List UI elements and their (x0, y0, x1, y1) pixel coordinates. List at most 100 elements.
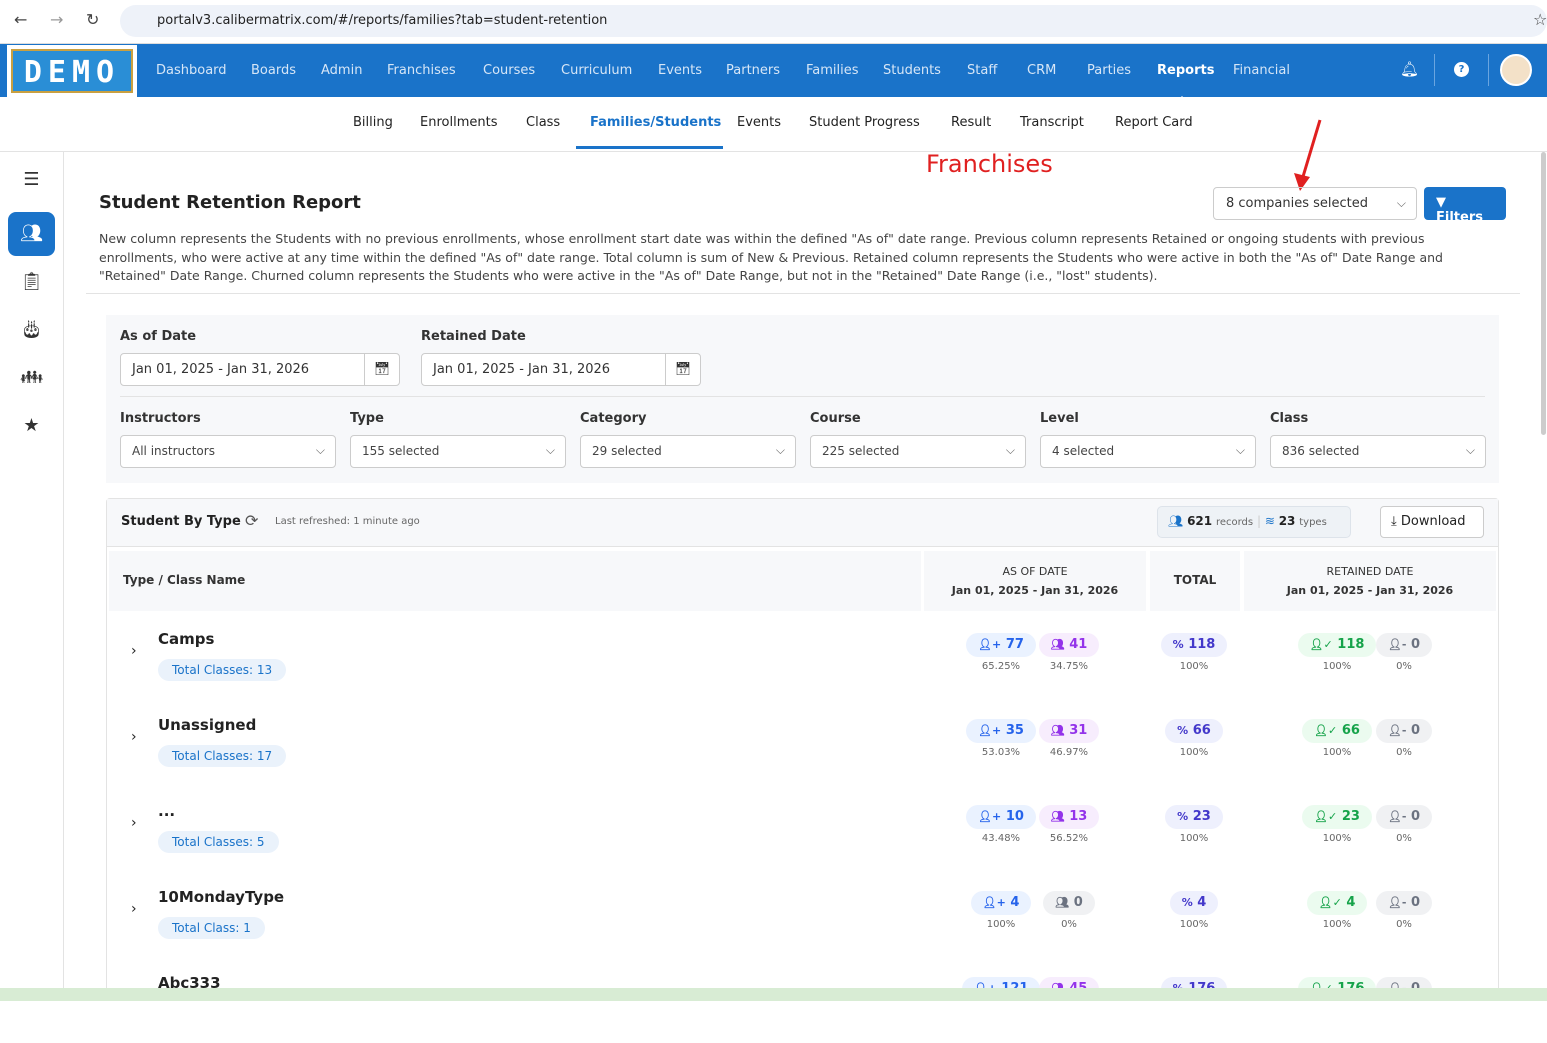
previous-pill[interactable]: 👥︎ 41 (1038, 633, 1100, 657)
nav-parties[interactable]: Parties (1087, 63, 1132, 78)
scrollbar[interactable] (1541, 152, 1546, 435)
refresh-icon[interactable]: ⟳ (245, 511, 259, 530)
page-title: Student Retention Report (99, 192, 361, 213)
total-pill[interactable]: % 4 (1169, 891, 1219, 915)
address-bar[interactable]: portalv3.calibermatrix.com/#/reports/fam… (120, 5, 1547, 37)
reload-icon[interactable]: ↻ (86, 10, 100, 29)
previous-pill[interactable]: 👥︎ 13 (1038, 805, 1100, 829)
expand-chevron-icon[interactable]: › (131, 901, 137, 917)
back-icon[interactable]: ← (14, 10, 28, 29)
nav-boards[interactable]: Boards (251, 63, 296, 78)
retained-pill[interactable]: 👤✓ 66 (1302, 719, 1372, 743)
nav-courses[interactable]: Courses (483, 63, 536, 78)
nav-reports[interactable]: Reports (1157, 63, 1215, 78)
previous-cell: 👥︎ 31 46.97% (1029, 719, 1109, 758)
nav-crm[interactable]: CRM (1027, 63, 1057, 78)
instructors-select[interactable]: All instructors ⌵ (120, 435, 336, 468)
churned-pill[interactable]: 👤- 0 (1375, 633, 1433, 657)
total-pill[interactable]: % 66 (1165, 719, 1223, 743)
nav-curriculum[interactable]: Curriculum (561, 63, 633, 78)
churned-pill[interactable]: 👤- 0 (1375, 805, 1433, 829)
subtab-transcript[interactable]: Transcript (1020, 115, 1084, 130)
avatar[interactable] (1500, 54, 1532, 86)
expand-chevron-icon[interactable]: › (131, 643, 137, 659)
previous-pill[interactable]: 👥︎ 31 (1038, 719, 1100, 743)
total-classes-badge[interactable]: Total Classes: 5 (158, 831, 279, 853)
type-select[interactable]: 155 selected ⌵ (350, 435, 566, 468)
sidebar-item-students[interactable]: 👥︎ (8, 212, 55, 256)
retained-cell: 👤✓ 66 100% (1297, 719, 1377, 758)
total-icon: % (1177, 724, 1189, 737)
total-pill[interactable]: % 23 (1165, 805, 1223, 829)
total-classes-badge[interactable]: Total Classes: 13 (158, 659, 287, 681)
subtab-class[interactable]: Class (526, 115, 561, 130)
retained-icon: 👤✓ (1309, 638, 1333, 651)
subtab-families-students[interactable]: Families/Students (590, 115, 722, 130)
nav-staff[interactable]: Staff (967, 63, 998, 78)
new-pill[interactable]: 👤+ 10 (966, 805, 1036, 829)
sidebar-item-clipboard[interactable]: 📋︎ (20, 271, 43, 292)
sidebar-item-star[interactable]: ★ (23, 415, 40, 436)
churned-icon: 👤- (1387, 724, 1407, 737)
class-select[interactable]: 836 selected ⌵ (1270, 435, 1486, 468)
col-as-of: AS OF DATE Jan 01, 2025 - Jan 31, 2026 (924, 551, 1146, 611)
bell-icon[interactable]: 🔔︎ (1400, 60, 1420, 78)
new-icon: 👤+ (982, 896, 1006, 909)
nav-partners[interactable]: Partners (726, 63, 781, 78)
logo[interactable]: DEMO (7, 45, 137, 97)
nav-financial[interactable]: Financial (1233, 63, 1290, 78)
sidebar-item-birthday[interactable]: 🎂︎ (20, 319, 43, 340)
nav-students[interactable]: Students (883, 63, 941, 78)
new-pill[interactable]: 👤+ 35 (966, 719, 1036, 743)
sidebar: ☰ 👥︎ 📋︎ 🎂︎ 👪︎ ★ (0, 152, 64, 1001)
churned-pill[interactable]: 👤- 0 (1375, 891, 1433, 915)
retained-pill[interactable]: 👤✓ 23 (1302, 805, 1372, 829)
nav-dashboard[interactable]: Dashboard (156, 63, 227, 78)
retained-pill[interactable]: 👤✓ 4 (1306, 891, 1368, 915)
subtab-result[interactable]: Result (951, 115, 992, 130)
subtab-enrollments[interactable]: Enrollments (420, 115, 498, 130)
as-of-date-input[interactable]: Jan 01, 2025 - Jan 31, 2026 📅︎ (120, 353, 400, 386)
subtab-report-card[interactable]: Report Card (1115, 115, 1193, 130)
help-icon[interactable]: ? (1454, 62, 1469, 77)
menu-icon[interactable]: ☰ (23, 169, 40, 190)
total-cell: % 118 100% (1154, 633, 1234, 672)
forward-icon[interactable]: → (50, 10, 64, 29)
download-button[interactable]: ⤓ Download (1380, 506, 1484, 538)
new-cell: 👤+ 77 65.25% (961, 633, 1041, 672)
nav-families[interactable]: Families (806, 63, 859, 78)
previous-cell: 👥︎ 0 0% (1029, 891, 1109, 930)
subtab-billing[interactable]: Billing (353, 115, 393, 130)
annotation-label: Franchises (926, 150, 1053, 178)
subtab-student-progress[interactable]: Student Progress (809, 115, 920, 130)
total-classes-badge[interactable]: Total Class: 1 (158, 917, 265, 939)
sidebar-item-families[interactable]: 👪︎ (20, 367, 43, 388)
bookmark-star-icon[interactable]: ☆ (1533, 10, 1547, 29)
previous-cell: 👥︎ 41 34.75% (1029, 633, 1109, 672)
previous-icon: 👥︎ (1050, 724, 1065, 737)
course-select[interactable]: 225 selected ⌵ (810, 435, 1026, 468)
subtab-events[interactable]: Events (737, 115, 782, 130)
new-pill[interactable]: 👤+ 77 (966, 633, 1036, 657)
filters-button[interactable]: ▼ Filters (1424, 187, 1506, 225)
category-select[interactable]: 29 selected ⌵ (580, 435, 796, 468)
total-classes-badge[interactable]: Total Classes: 17 (158, 745, 287, 767)
total-pill[interactable]: % 118 (1160, 633, 1228, 657)
nav-franchises[interactable]: Franchises (387, 63, 456, 78)
retained-date-input[interactable]: Jan 01, 2025 - Jan 31, 2026 📅︎ (421, 353, 701, 386)
retained-pill[interactable]: 👤✓ 118 (1297, 633, 1377, 657)
nav-admin[interactable]: Admin (321, 63, 363, 78)
previous-pill[interactable]: 👥︎ 0 (1043, 891, 1095, 915)
expand-chevron-icon[interactable]: › (131, 815, 137, 831)
companies-select[interactable]: 8 companies selected ⌵ (1213, 187, 1417, 220)
new-pill[interactable]: 👤+ 4 (970, 891, 1032, 915)
download-icon: ⤓ (1391, 514, 1397, 529)
level-select[interactable]: 4 selected ⌵ (1040, 435, 1256, 468)
expand-chevron-icon[interactable]: › (131, 729, 137, 745)
nav-events[interactable]: Events (658, 63, 703, 78)
layers-icon: ≋ (1264, 514, 1275, 528)
calendar-icon[interactable]: 📅︎ (665, 354, 700, 385)
retained-icon: 👤✓ (1318, 896, 1342, 909)
churned-pill[interactable]: 👤- 0 (1375, 719, 1433, 743)
calendar-icon[interactable]: 📅︎ (364, 354, 399, 385)
